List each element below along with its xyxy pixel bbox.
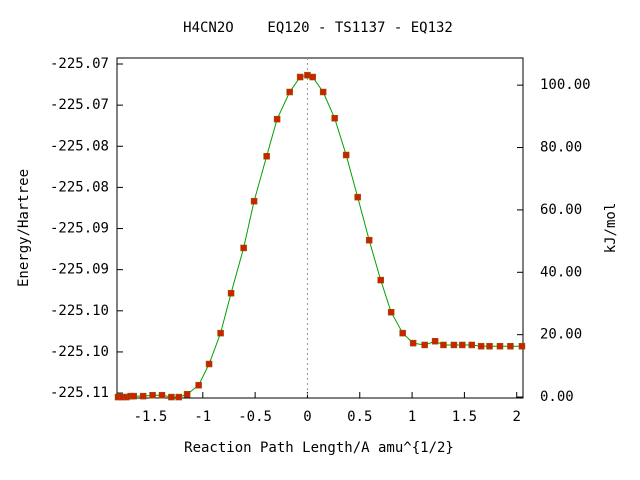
point (175, 393, 182, 401)
point (421, 341, 428, 349)
point (217, 329, 224, 337)
y2-tick-label: 60.00 (540, 202, 582, 218)
y-tick-label: -225.10 (50, 344, 109, 360)
y2-axis-label: kJ/mol (603, 203, 619, 254)
point (250, 197, 258, 205)
y-tick-label: -225.09 (50, 262, 109, 278)
point (263, 153, 270, 160)
x-tick-label: 2 (513, 409, 521, 425)
point (459, 341, 466, 349)
y2-tick-label: 20.00 (540, 327, 582, 343)
point (319, 88, 327, 96)
point (477, 342, 485, 350)
x-tick-label: 0.5 (347, 409, 372, 425)
point (342, 151, 350, 159)
y2-tick-label: 100.00 (540, 77, 591, 93)
x-tick-label: -1 (194, 409, 211, 425)
point (130, 392, 137, 400)
point (496, 342, 504, 350)
point (227, 289, 235, 297)
y-tick-label: -225.09 (50, 221, 109, 237)
point (440, 341, 447, 349)
point (240, 244, 247, 252)
point (296, 73, 304, 81)
x-tick-label: -1.5 (134, 409, 168, 425)
x-tick-label: 1 (408, 409, 416, 425)
y2-tick-label: 80.00 (540, 140, 582, 156)
chart-title: H4CN2O EQ120 - TS1137 - EQ132 (183, 20, 453, 36)
point (331, 114, 338, 122)
y2-tick-label: 0.00 (540, 389, 574, 405)
x-tick-label: 1.5 (452, 409, 477, 425)
point (195, 381, 202, 389)
y-axis-label: Energy/Hartree (16, 169, 32, 287)
point (486, 342, 493, 350)
point (507, 342, 514, 350)
point (377, 276, 384, 284)
x-tick-label: 0 (303, 409, 311, 425)
point (354, 193, 361, 201)
point (158, 391, 166, 399)
point (149, 391, 156, 399)
y-tick-label: -225.08 (50, 138, 109, 154)
point (286, 88, 293, 96)
y-tick-label: -225.07 (50, 97, 109, 113)
series-line (118, 74, 522, 398)
point (409, 339, 417, 347)
y-tick-label: -225.10 (50, 303, 109, 319)
x-tick-label: -0.5 (238, 409, 272, 425)
point (387, 308, 395, 316)
y2-tick-label: 40.00 (540, 264, 582, 280)
point (468, 341, 475, 349)
point (205, 360, 213, 368)
plot-frame (116, 57, 524, 399)
point (450, 341, 458, 349)
x-axis-label: Reaction Path Length/A amu^{1/2} (184, 440, 454, 456)
point (399, 329, 406, 337)
point (365, 236, 373, 244)
point (183, 391, 191, 398)
y-tick-label: -225.11 (50, 385, 109, 401)
y-tick-label: -225.08 (50, 179, 109, 195)
y-tick-label: -225.07 (50, 56, 109, 72)
point (168, 393, 175, 401)
point (273, 115, 281, 123)
point (139, 392, 147, 400)
point (518, 342, 526, 350)
point (309, 73, 316, 81)
point (431, 337, 439, 345)
